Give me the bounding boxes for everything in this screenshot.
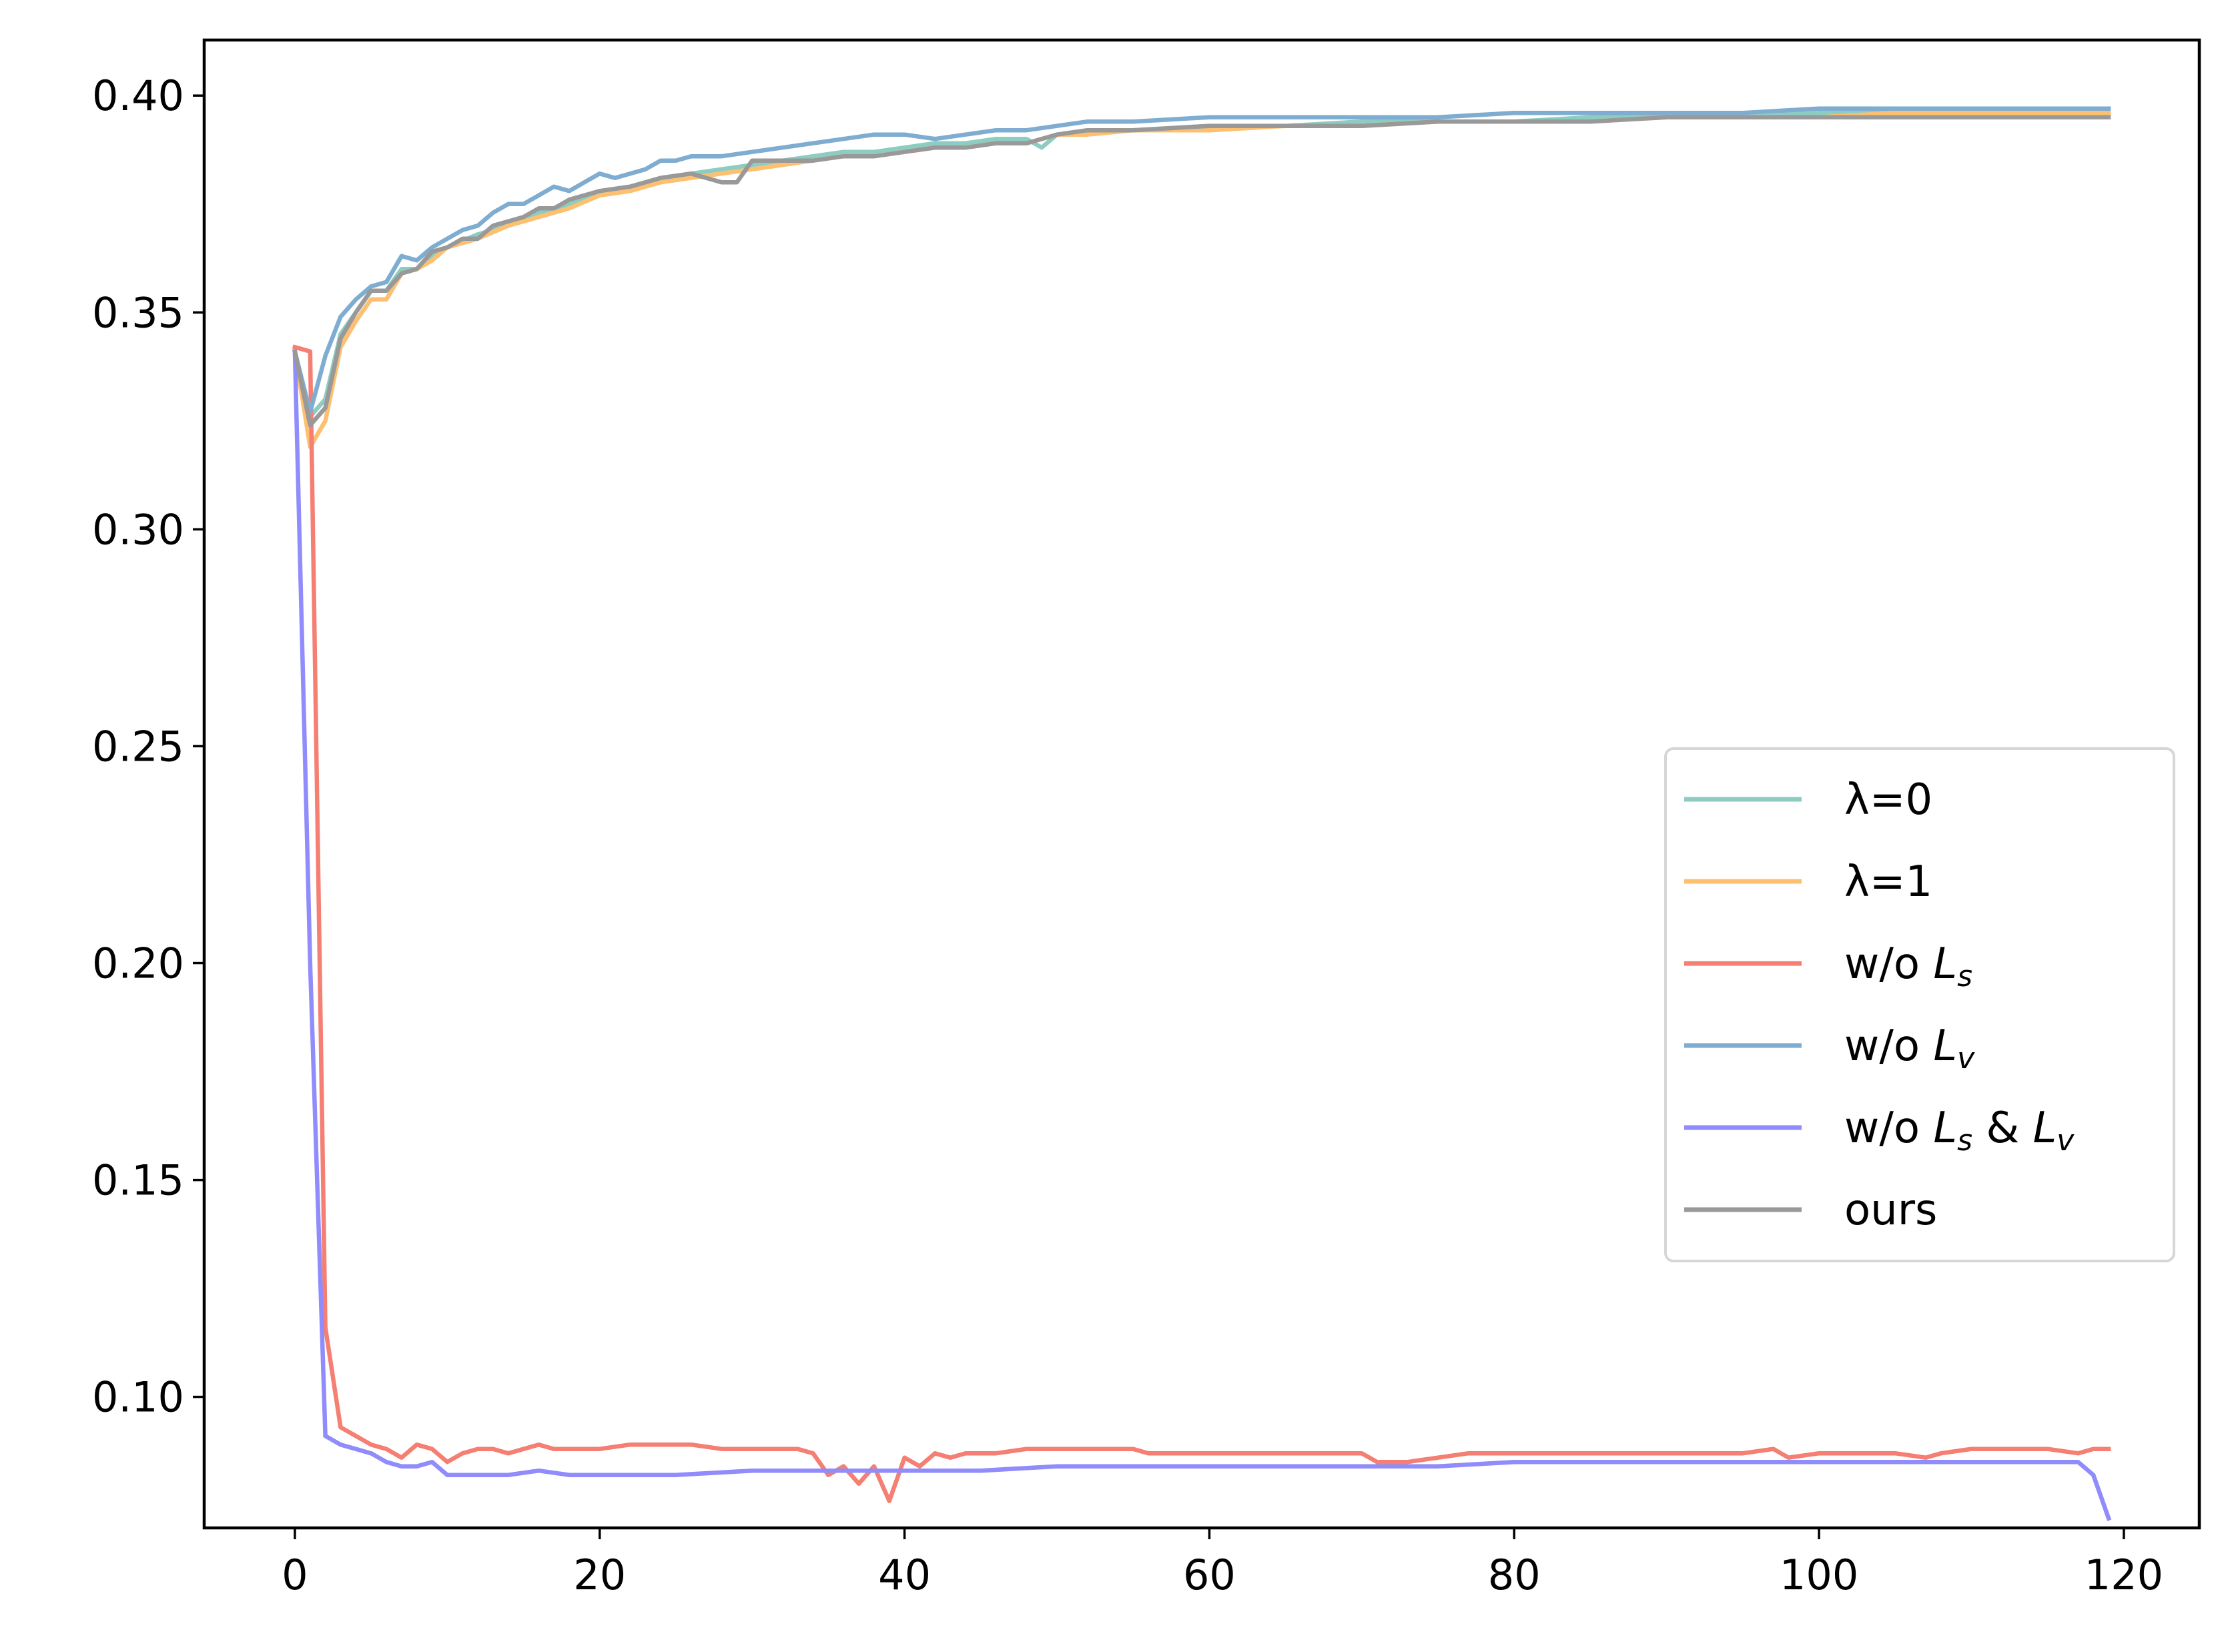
legend-entry-label: w/o Lv​: [1844, 1021, 1975, 1076]
y-tick-label: 0.20: [92, 939, 184, 988]
x-tick-label: 120: [2085, 1551, 2163, 1599]
series-line-2: [292, 344, 2111, 1503]
x-tick-label: 40: [878, 1551, 931, 1599]
x-tick-label: 0: [282, 1551, 308, 1599]
series-line-4: [292, 349, 2112, 1521]
plot-frame: [202, 38, 2201, 1530]
x-axis: 0 20 40 60 80 100 120: [282, 1528, 2163, 1599]
x-tick-label: 60: [1183, 1551, 1236, 1599]
legend-entry-label: w/o Ls​ & Lv​: [1844, 1104, 2075, 1158]
y-tick-label: 0.10: [92, 1373, 184, 1422]
legend-entry-label: λ=1: [1844, 857, 1932, 907]
legend-box: [1664, 747, 2175, 1262]
series-line-5: [292, 115, 2111, 428]
series-layer: [292, 106, 2112, 1521]
legend-entry-label: ours: [1844, 1186, 1937, 1235]
y-tick-label: 0.15: [92, 1156, 184, 1205]
series-line-3: [292, 106, 2111, 415]
y-tick-label: 0.25: [92, 722, 184, 771]
y-tick-label: 0.40: [92, 71, 184, 120]
x-tick-label: 100: [1780, 1551, 1858, 1599]
x-tick-label: 20: [573, 1551, 626, 1599]
y-tick-label: 0.30: [92, 505, 184, 554]
y-tick-label: 0.35: [92, 288, 184, 337]
legend-entry-label: λ=0: [1844, 775, 1932, 825]
y-axis: 0.10 0.15 0.20 0.25 0.30 0.35 0.40: [92, 71, 204, 1422]
legend: λ=0 λ=1 w/o Ls​ w/o Lv​ w/o Ls​ & Lv​ ours: [1664, 747, 2175, 1262]
x-tick-label: 80: [1488, 1551, 1541, 1599]
legend-entry-label: w/o Ls​: [1844, 939, 1972, 993]
